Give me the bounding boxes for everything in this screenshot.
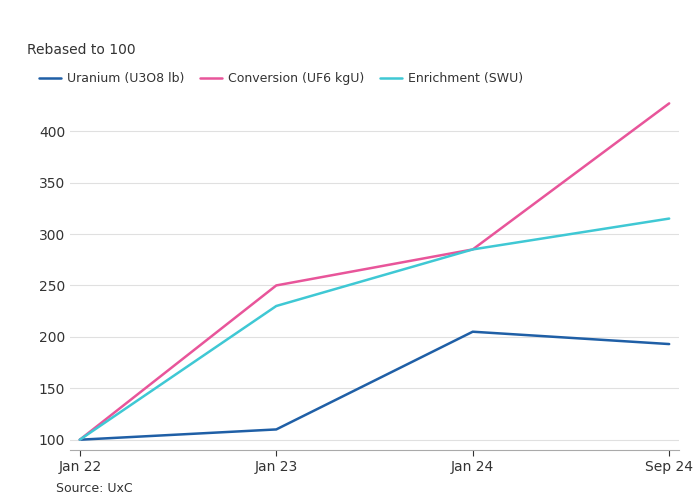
Enrichment (SWU): [272, 303, 281, 309]
Legend: Uranium (U3O8 lb), Conversion (UF6 kgU), Enrichment (SWU): Uranium (U3O8 lb), Conversion (UF6 kgU),…: [34, 68, 528, 90]
Text: Rebased to 100: Rebased to 100: [27, 43, 136, 57]
Uranium (U3O8 lb): [468, 328, 477, 334]
Text: Source: UxC: Source: UxC: [56, 482, 132, 495]
Conversion (UF6 kgU): [468, 246, 477, 252]
Uranium (U3O8 lb): [665, 341, 673, 347]
Uranium (U3O8 lb): [272, 426, 281, 432]
Conversion (UF6 kgU): [272, 282, 281, 288]
Conversion (UF6 kgU): [665, 100, 673, 106]
Uranium (U3O8 lb): [76, 436, 84, 442]
Line: Enrichment (SWU): Enrichment (SWU): [80, 218, 669, 440]
Line: Conversion (UF6 kgU): Conversion (UF6 kgU): [80, 104, 669, 440]
Enrichment (SWU): [76, 436, 84, 442]
Enrichment (SWU): [468, 246, 477, 252]
Conversion (UF6 kgU): [76, 436, 84, 442]
Line: Uranium (U3O8 lb): Uranium (U3O8 lb): [80, 332, 669, 440]
Enrichment (SWU): [665, 216, 673, 222]
